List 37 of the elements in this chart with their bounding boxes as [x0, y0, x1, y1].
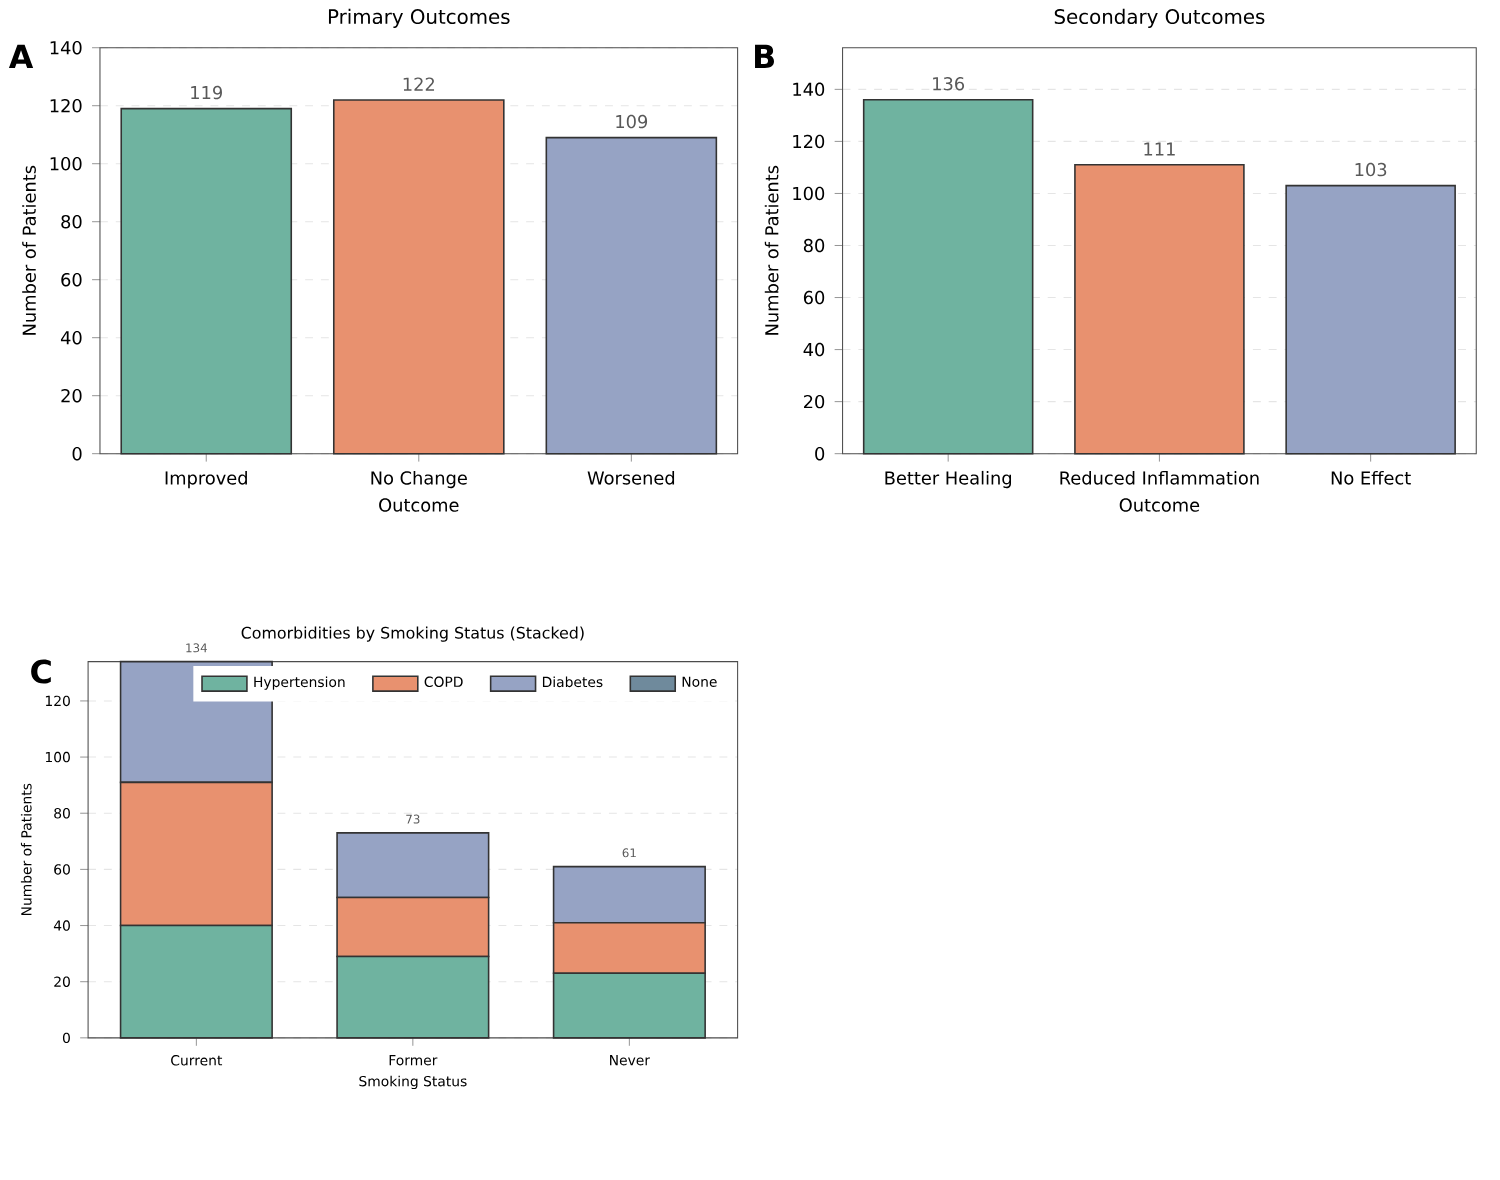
y-tick-label: 120 [50, 98, 82, 113]
x-tick-label: Better Healing [885, 470, 1012, 488]
x-tick-label: Improved [165, 470, 247, 488]
text: C [31, 659, 51, 684]
y-tick-label: 100 [50, 156, 82, 171]
x-tick-label: No Effect [1331, 470, 1411, 485]
y-tick-label: 40 [803, 342, 825, 357]
y-tick-label: 80 [61, 214, 82, 229]
y-axis-title: Number of Patients [764, 165, 779, 335]
data-label: 136 [933, 76, 965, 91]
text: B [755, 44, 774, 68]
y-tick-label: 80 [803, 238, 825, 253]
y-tick-label: 120 [793, 134, 825, 148]
y-tick-label: 100 [793, 186, 825, 200]
x-tick-label: Worsened [587, 470, 675, 485]
x-axis-title: Outcome [379, 498, 459, 512]
chart-title: Primary Outcomes [328, 8, 510, 28]
y-tick-label: 20 [61, 388, 82, 403]
y-tick-label: 20 [804, 394, 825, 409]
y-tick-label: 0 [815, 446, 825, 461]
x-axis-title: Outcome [1119, 498, 1200, 512]
y-tick-label: 40 [60, 330, 82, 345]
data-label: 109 [616, 114, 648, 129]
y-tick-label: 140 [50, 40, 82, 55]
data-label: 122 [403, 77, 435, 91]
y-tick-label: 60 [61, 272, 82, 287]
chart-title: Secondary Outcomes [1054, 8, 1265, 28]
y-tick-label: 60 [803, 290, 825, 305]
y-tick-label: 0 [72, 446, 82, 461]
x-tick-label: Reduced Inflammation [1060, 470, 1259, 485]
y-axis-title: Number of Patients [22, 165, 36, 335]
x-tick-label: No Change [371, 470, 467, 488]
data-label: 103 [1355, 162, 1387, 177]
text: A [8, 44, 34, 68]
data-label: 111 [1144, 142, 1175, 156]
data-label: 119 [191, 85, 222, 100]
y-tick-label: 140 [793, 82, 825, 96]
